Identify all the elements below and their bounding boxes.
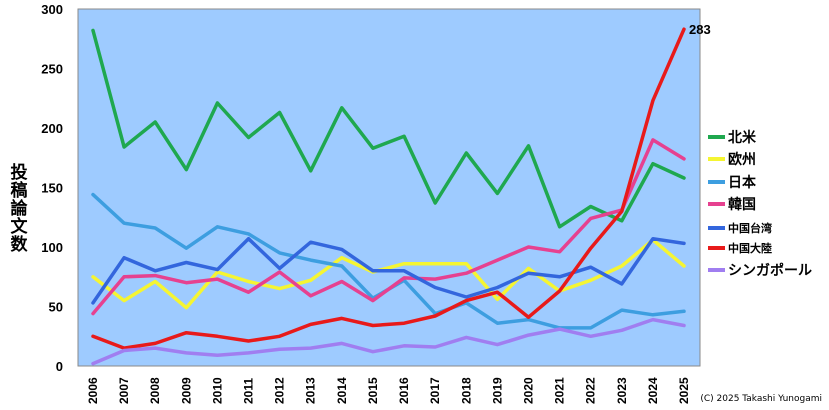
series-line-1 (91, 238, 686, 310)
series-line-0 (91, 28, 686, 229)
legend-label: 日本 (728, 174, 757, 191)
y-tick-label: 100 (41, 240, 63, 255)
x-tick-label: 2010 (210, 377, 224, 404)
y-tick-label: 50 (49, 300, 63, 315)
y-label-char: 数 (11, 234, 29, 255)
annotations: 283 (689, 22, 711, 37)
x-tick-label: 2008 (148, 377, 162, 404)
legend-label: 中国大陸 (728, 241, 772, 255)
legend-label: 中国台湾 (728, 221, 772, 235)
series-lines (91, 27, 686, 366)
y-label-char: 文 (11, 216, 29, 237)
x-tick-label: 2021 (553, 377, 567, 404)
x-tick-label: 2023 (615, 377, 629, 404)
y-tick-label: 250 (41, 62, 63, 77)
x-tick-label: 2006 (86, 377, 100, 404)
x-tick-label: 2011 (242, 378, 256, 404)
legend-label: 韓国 (728, 196, 756, 213)
x-axis-ticks: 2006 2007 2008 2009 2010 2011 2012 2013 2014 2015… (86, 377, 691, 404)
x-tick-label: 2024 (646, 377, 660, 404)
y-tick-label: 200 (41, 121, 63, 136)
x-tick-label: 2018 (459, 377, 473, 404)
legend-label: シンガポール (728, 262, 812, 279)
y-tick-label: 300 (41, 2, 63, 17)
plot-area (77, 8, 701, 367)
series-line-5 (91, 27, 686, 350)
series-line-6 (91, 317, 686, 366)
series-line-4 (91, 236, 686, 305)
x-tick-label: 2016 (397, 377, 411, 404)
x-tick-label: 2022 (584, 377, 598, 404)
y-label-char: 稿 (11, 180, 28, 201)
series-line-3 (91, 138, 686, 316)
x-tick-label: 2020 (521, 377, 535, 404)
x-tick-label: 2007 (117, 377, 131, 404)
annotation-label: 283 (689, 22, 711, 37)
y-tick-label: 0 (56, 359, 63, 374)
x-tick-label: 2019 (490, 377, 504, 404)
x-tick-label: 2015 (366, 377, 380, 404)
x-tick-label: 2017 (428, 377, 442, 404)
y-label-char: 論 (11, 198, 29, 219)
x-tick-label: 2012 (273, 377, 287, 404)
y-label-char: 投 (11, 162, 28, 183)
y-tick-label: 150 (41, 181, 63, 196)
x-tick-label: 2025 (677, 377, 691, 404)
x-tick-label: 2013 (304, 377, 318, 404)
x-tick-label: 2009 (179, 377, 193, 404)
y-axis-ticks: 0 50 100 150 200 250 300 (41, 2, 63, 374)
legend-label: 欧州 (728, 151, 756, 168)
credit-text: (C) 2025 Takashi Yunogami (700, 394, 822, 404)
legend-label: 北米 (728, 129, 757, 146)
x-tick-label: 2014 (335, 377, 349, 404)
